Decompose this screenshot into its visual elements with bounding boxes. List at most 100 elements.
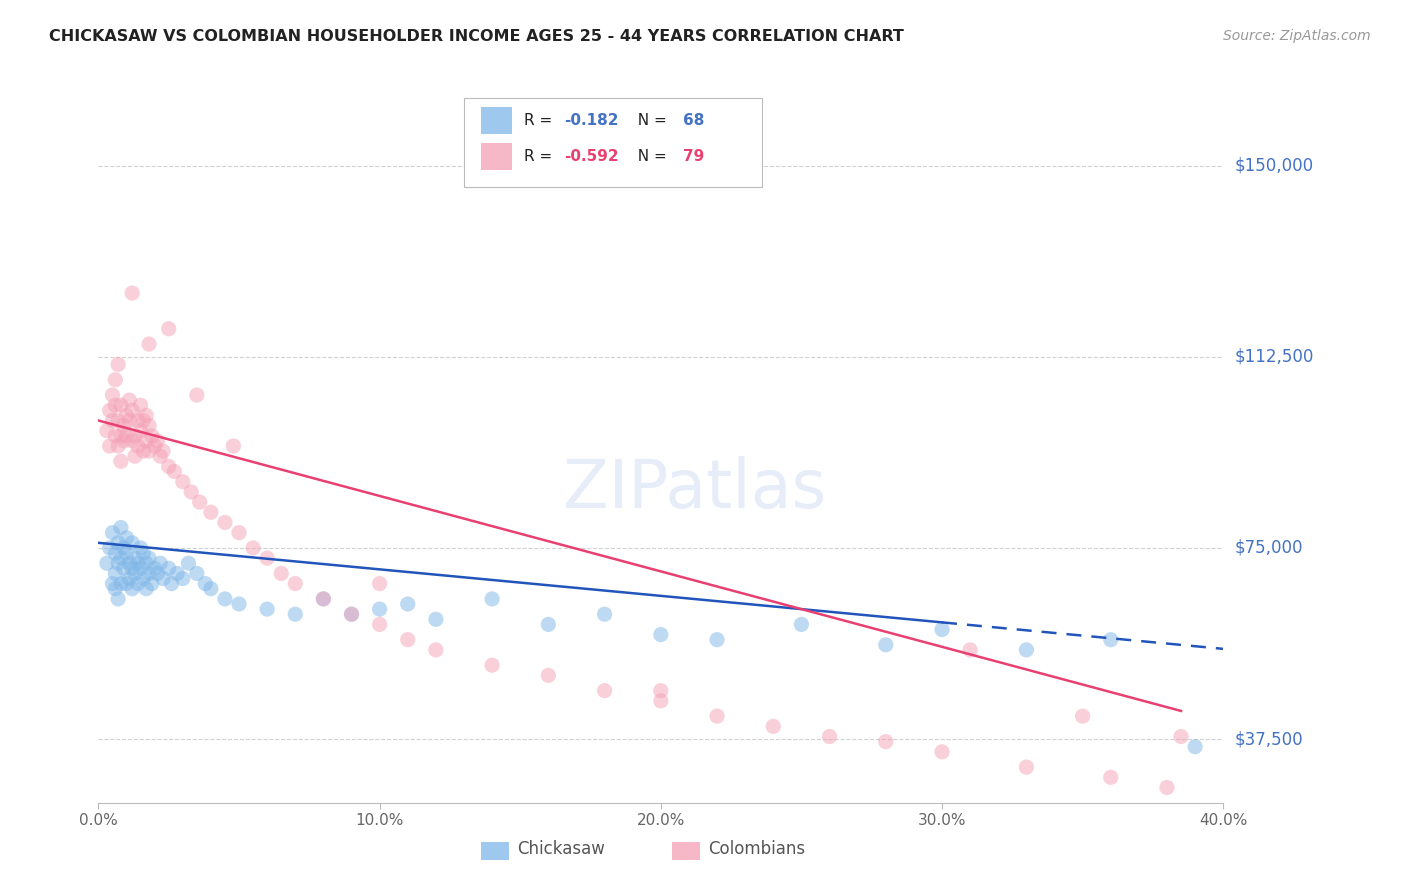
Point: [124, 566, 146, 581]
Point: [121, 536, 143, 550]
Point: [115, 546, 138, 560]
Point: [650, 683, 672, 698]
Text: $37,500: $37,500: [1234, 730, 1303, 748]
Point: [107, 591, 129, 606]
Point: [121, 403, 143, 417]
Point: [172, 572, 194, 586]
Point: [110, 398, 132, 412]
Point: [228, 597, 250, 611]
Point: [121, 286, 143, 301]
Point: [368, 576, 391, 591]
Point: [115, 409, 138, 423]
Point: [172, 475, 194, 489]
Point: [706, 632, 728, 647]
Point: [875, 638, 897, 652]
Point: [101, 525, 124, 540]
Text: N =: N =: [628, 149, 672, 164]
Point: [104, 582, 127, 596]
Text: ZIPatlas: ZIPatlas: [562, 456, 827, 522]
Point: [396, 632, 419, 647]
Point: [115, 429, 138, 443]
Text: R =: R =: [523, 113, 557, 128]
Text: 68: 68: [683, 113, 704, 128]
Point: [312, 591, 335, 606]
Point: [115, 531, 138, 545]
Point: [222, 439, 245, 453]
Point: [152, 572, 174, 586]
Point: [104, 373, 127, 387]
Point: [214, 516, 236, 530]
Point: [818, 730, 841, 744]
Point: [177, 556, 200, 570]
Point: [1015, 643, 1038, 657]
Text: Colombians: Colombians: [709, 840, 806, 858]
Point: [593, 607, 616, 622]
Point: [931, 623, 953, 637]
Point: [124, 449, 146, 463]
Point: [141, 576, 163, 591]
Point: [1184, 739, 1206, 754]
Point: [110, 429, 132, 443]
Point: [110, 520, 132, 534]
Text: N =: N =: [628, 113, 672, 128]
Point: [98, 403, 121, 417]
Point: [110, 576, 132, 591]
Point: [101, 576, 124, 591]
Point: [132, 444, 155, 458]
Point: [200, 505, 222, 519]
Point: [129, 561, 152, 575]
Point: [481, 658, 503, 673]
Point: [146, 434, 169, 448]
Point: [138, 444, 160, 458]
Point: [107, 536, 129, 550]
Point: [101, 413, 124, 427]
Point: [284, 607, 307, 622]
Point: [270, 566, 292, 581]
Point: [537, 668, 560, 682]
Text: CHICKASAW VS COLOMBIAN HOUSEHOLDER INCOME AGES 25 - 44 YEARS CORRELATION CHART: CHICKASAW VS COLOMBIAN HOUSEHOLDER INCOM…: [49, 29, 904, 44]
Point: [152, 444, 174, 458]
Point: [135, 434, 157, 448]
Point: [138, 337, 160, 351]
Point: [1099, 770, 1122, 784]
Point: [242, 541, 264, 555]
Point: [98, 541, 121, 555]
Point: [121, 561, 143, 575]
Point: [149, 449, 172, 463]
Point: [127, 576, 149, 591]
Point: [121, 582, 143, 596]
Point: [118, 572, 141, 586]
Point: [157, 459, 180, 474]
Point: [124, 551, 146, 566]
Point: [138, 418, 160, 433]
Point: [256, 602, 278, 616]
Point: [157, 561, 180, 575]
Point: [1156, 780, 1178, 795]
Point: [160, 576, 183, 591]
Point: [157, 322, 180, 336]
Point: [135, 556, 157, 570]
Point: [650, 627, 672, 641]
Text: -0.182: -0.182: [564, 113, 619, 128]
Point: [188, 495, 211, 509]
Point: [1170, 730, 1192, 744]
Point: [163, 465, 186, 479]
Text: -0.592: -0.592: [564, 149, 619, 164]
Point: [396, 597, 419, 611]
Point: [112, 541, 135, 555]
Point: [115, 576, 138, 591]
Point: [96, 424, 118, 438]
Point: [110, 551, 132, 566]
Text: $75,000: $75,000: [1234, 539, 1303, 557]
Point: [127, 439, 149, 453]
Point: [368, 617, 391, 632]
Point: [118, 413, 141, 427]
Point: [129, 398, 152, 412]
Point: [132, 413, 155, 427]
Point: [650, 694, 672, 708]
Point: [1071, 709, 1094, 723]
Point: [537, 617, 560, 632]
Point: [138, 566, 160, 581]
Point: [104, 429, 127, 443]
Point: [127, 413, 149, 427]
